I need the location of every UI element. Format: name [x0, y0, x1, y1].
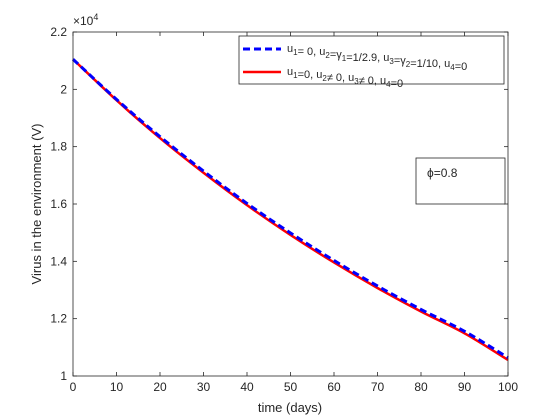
y-exponent-label: ×104 [73, 12, 98, 28]
x-tick-label: 0 [70, 380, 77, 394]
series-layer [71, 58, 509, 362]
annotation-box [415, 157, 506, 205]
x-tick-label: 70 [371, 380, 385, 394]
y-tick-label: 2 [60, 82, 67, 96]
x-tick-label: 30 [197, 380, 211, 394]
y-tick-label: 1.8 [50, 140, 67, 154]
annotation-text: ϕ=0.8 [427, 166, 458, 180]
x-tick-label: 60 [327, 380, 341, 394]
y-tick-label: 2.2 [50, 25, 67, 39]
phi-annotation: ϕ=0.8 [415, 157, 506, 205]
x-axis-label: time (days) [258, 400, 322, 415]
y-tick-label: 1.6 [50, 197, 67, 211]
y-tick-label: 1 [60, 369, 67, 383]
x-tick-label: 50 [284, 380, 298, 394]
series-line-1 [71, 58, 509, 359]
legend-box [238, 35, 505, 85]
y-axis-label: Virus in the environment (V) [29, 124, 44, 285]
legend: u1= 0, u2=γ1=1/2.9, u3=γ2=1/10, u4=0 u1=… [238, 35, 505, 90]
x-tick-label: 20 [153, 380, 167, 394]
x-tick-label: 80 [414, 380, 428, 394]
y-tick-label: 1.4 [50, 254, 67, 268]
x-tick-label: 40 [240, 380, 254, 394]
legend-label-series-1: u1= 0, u2=γ1=1/2.9, u3=γ2=1/10, u4=0 [287, 43, 467, 73]
x-tick-label: 100 [498, 380, 518, 394]
y-tick-label: 1.2 [50, 312, 67, 326]
tick-layer: 0 10 20 30 40 50 60 70 80 90 100 1 1.2 1.4 1.6 1.8 2 2.2 [50, 25, 518, 394]
legend-label-series-2: u1=0, u2≠ 0, u3≠ 0, u4=0 [287, 66, 403, 90]
x-tick-label: 10 [110, 380, 124, 394]
x-tick-label: 90 [458, 380, 472, 394]
